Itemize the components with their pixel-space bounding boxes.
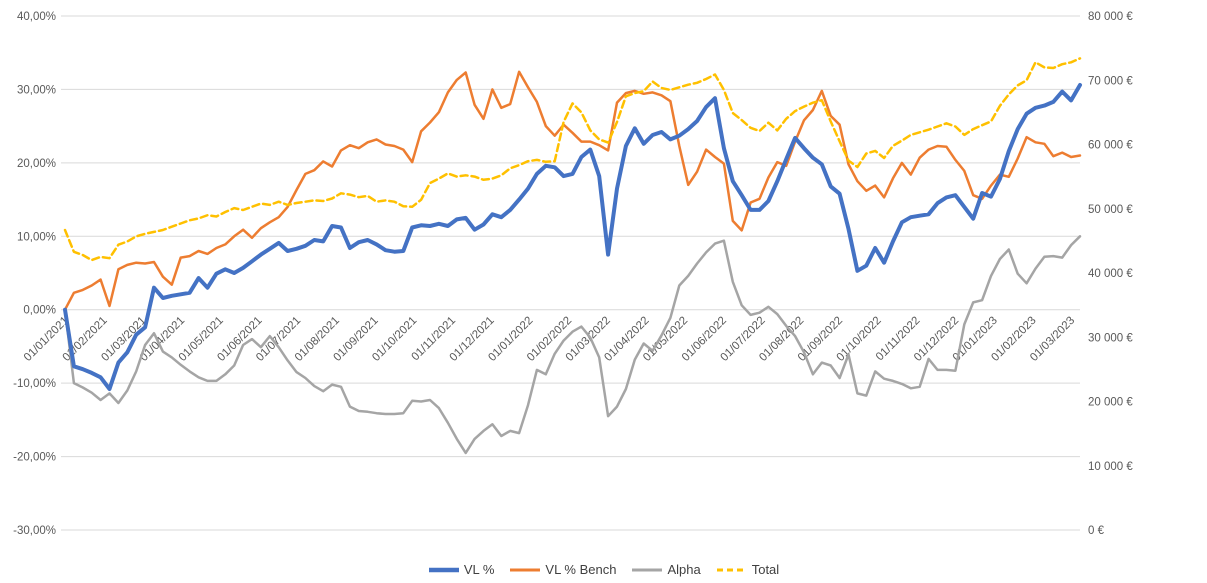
- legend-label: VL %: [463, 562, 495, 577]
- y-right-tick-label: 50 000 €: [1088, 204, 1133, 216]
- legend-item-total[interactable]: Total: [716, 562, 779, 577]
- y-left-tick-label: 40,00%: [17, 11, 56, 23]
- legend-label: VL % Bench: [545, 562, 617, 577]
- y-right-tick-label: 60 000 €: [1088, 140, 1133, 152]
- y-left-tick-label: -30,00%: [13, 525, 56, 537]
- legend-label: Alpha: [667, 562, 701, 577]
- y-right-tick-label: 0 €: [1088, 525, 1105, 537]
- chart-legend: VL % VL % Bench Alpha Total: [0, 562, 1207, 577]
- y-right-tick-label: 20 000 €: [1088, 397, 1133, 409]
- y-left-tick-label: 20,00%: [17, 158, 56, 170]
- y-right-tick-label: 30 000 €: [1088, 332, 1133, 344]
- series-path-total: [63, 57, 1082, 262]
- y-left-tick-label: -10,00%: [13, 378, 56, 390]
- y-right-tick-label: 80 000 €: [1088, 11, 1133, 23]
- series-path-vl: [63, 83, 1082, 391]
- legend-swatch-vl: [428, 567, 459, 572]
- legend-item-vl-bench[interactable]: VL % Bench: [509, 562, 616, 577]
- legend-swatch-vl-bench: [510, 568, 541, 571]
- legend-item-alpha[interactable]: Alpha: [631, 562, 701, 577]
- legend-label: Total: [751, 562, 780, 577]
- y-right-tick-label: 10 000 €: [1088, 461, 1133, 473]
- y-left-tick-label: 10,00%: [17, 231, 56, 243]
- y-right-tick-label: 40 000 €: [1088, 268, 1133, 280]
- y-right-tick-label: 70 000 €: [1088, 75, 1133, 87]
- series-path-vl-bench: [63, 70, 1082, 311]
- y-left-tick-label: 30,00%: [17, 84, 56, 96]
- legend-swatch-alpha: [632, 568, 663, 571]
- y-left-tick-label: 0,00%: [23, 305, 56, 317]
- y-left-tick-label: -20,00%: [13, 452, 56, 464]
- series-path-alpha: [63, 235, 1082, 455]
- legend-item-vl[interactable]: VL %: [428, 562, 495, 577]
- legend-swatch-total: [716, 568, 747, 571]
